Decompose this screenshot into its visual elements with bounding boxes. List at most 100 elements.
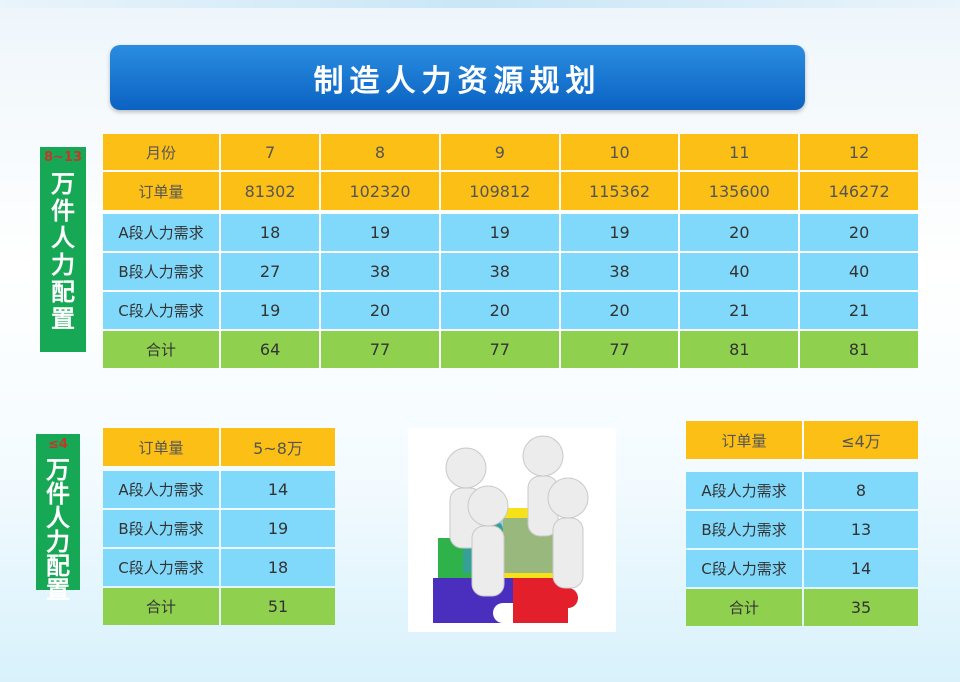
range-label: ≤4: [48, 437, 68, 452]
table-cell: 146272: [800, 172, 918, 210]
table-cell: B段人力需求: [103, 510, 219, 547]
table-row: C段人力需求 14: [686, 550, 918, 587]
char: 力: [46, 528, 70, 556]
table-cell: 109812: [440, 172, 559, 210]
table-cell: 订单量: [686, 421, 802, 459]
table-cell: 81302: [221, 172, 320, 210]
table-cell: 21: [680, 292, 799, 329]
table-cell: 20: [440, 292, 559, 329]
table-cell: B段人力需求: [686, 511, 802, 548]
table-cell: 合计: [686, 589, 802, 626]
table-cell: 7: [221, 134, 320, 170]
char: 人: [46, 504, 70, 532]
table-cell: 20: [800, 214, 918, 251]
table-row: A段人力需求 8: [686, 472, 918, 509]
table-cell: C段人力需求: [103, 292, 219, 329]
table-cell: 81: [680, 331, 799, 368]
table-cell: 订单量: [103, 428, 219, 466]
range-label: 8~13: [43, 150, 83, 165]
table-cell: 12: [800, 134, 918, 170]
table-cell: 77: [560, 331, 679, 368]
top-decoration: [0, 0, 960, 8]
table-cell: 订单量: [103, 172, 219, 210]
table-cell: 月份: [103, 134, 219, 170]
table-cell: 38: [560, 253, 679, 290]
main-table: 月份 7 8 9 10 11 12 订单量 81302 102320 109812 115362 135…: [101, 134, 920, 368]
table-cell: 14: [221, 471, 335, 508]
table-cell: 77: [321, 331, 439, 368]
table-cell: 20: [321, 292, 439, 329]
right-table: 订单量 ≤4万 A段人力需求 8 B段人力需求 13 C段人力需求 14 合计 35: [684, 421, 920, 626]
row-gap: [686, 459, 918, 472]
table-cell: A段人力需求: [103, 214, 219, 251]
table-cell: 19: [560, 214, 679, 251]
table-cell: B段人力需求: [103, 253, 219, 290]
side-label-bottom: ≤4 万件人力配置: [36, 434, 80, 602]
char: 力: [51, 251, 75, 279]
table-cell: 81: [800, 331, 918, 368]
table-cell: 19: [321, 214, 439, 251]
table-cell: 77: [440, 331, 559, 368]
table-cell: 27: [221, 253, 320, 290]
table-cell: ≤4万: [804, 421, 918, 459]
table-cell: 5~8万: [221, 428, 335, 466]
table-cell: 11: [680, 134, 799, 170]
char: 配: [51, 278, 75, 306]
table-cell: 40: [800, 253, 918, 290]
table-cell: A段人力需求: [103, 471, 219, 508]
table-cell: 19: [221, 510, 335, 547]
table-cell: 21: [800, 292, 918, 329]
table-row: 合计 35: [686, 589, 918, 626]
table-row: C段人力需求 18: [103, 549, 335, 586]
table-row: A段人力需求 18 19 19 19 20 20: [103, 214, 918, 251]
table-row: B段人力需求 27 38 38 38 40 40: [103, 253, 918, 290]
table-row: B段人力需求 19: [103, 510, 335, 547]
table-cell: 38: [321, 253, 439, 290]
table-cell: 8: [804, 472, 918, 509]
table-cell: 18: [221, 214, 320, 251]
table-cell: 14: [804, 550, 918, 587]
table-cell: 102320: [321, 172, 439, 210]
char: 人: [51, 224, 75, 252]
char: 置: [46, 576, 70, 604]
table-row: B段人力需求 13: [686, 511, 918, 548]
table-row: A段人力需求 14: [103, 471, 335, 508]
left-table: 订单量 5~8万 A段人力需求 14 B段人力需求 19 C段人力需求 18 合计 51: [101, 428, 337, 625]
char: 件: [51, 197, 75, 225]
table-cell: 8: [321, 134, 439, 170]
table-cell: C段人力需求: [686, 550, 802, 587]
table-cell: C段人力需求: [103, 549, 219, 586]
table-cell: 18: [221, 549, 335, 586]
table-row: 订单量 5~8万: [103, 428, 335, 466]
table-cell: 35: [804, 589, 918, 626]
table-cell: A段人力需求: [686, 472, 802, 509]
table-row: 合计 64 77 77 77 81 81: [103, 331, 918, 368]
char: 件: [46, 480, 70, 508]
teamwork-puzzle-image: [408, 428, 616, 632]
table-cell: 40: [680, 253, 799, 290]
table-cell: 19: [221, 292, 320, 329]
table-cell: 13: [804, 511, 918, 548]
char: 万: [51, 170, 75, 198]
table-cell: 64: [221, 331, 320, 368]
table-cell: 51: [221, 588, 335, 625]
table-cell: 115362: [560, 172, 679, 210]
table-cell: 10: [560, 134, 679, 170]
char: 万: [46, 456, 70, 484]
char: 置: [51, 305, 75, 333]
page-title: 制造人力资源规划: [110, 45, 805, 110]
table-cell: 9: [440, 134, 559, 170]
table-row: 订单量 ≤4万: [686, 421, 918, 459]
side-label-top: 8~13 万件人力配置: [40, 147, 86, 352]
gap: [686, 459, 918, 472]
char: 配: [46, 552, 70, 580]
table-cell: 19: [440, 214, 559, 251]
table-row: 合计 51: [103, 588, 335, 625]
table-cell: 38: [440, 253, 559, 290]
table-cell: 135600: [680, 172, 799, 210]
table-cell: 合计: [103, 588, 219, 625]
table-cell: 20: [560, 292, 679, 329]
table-row: 订单量 81302 102320 109812 115362 135600 146272: [103, 172, 918, 210]
table-row: 月份 7 8 9 10 11 12: [103, 134, 918, 170]
table-cell: 20: [680, 214, 799, 251]
